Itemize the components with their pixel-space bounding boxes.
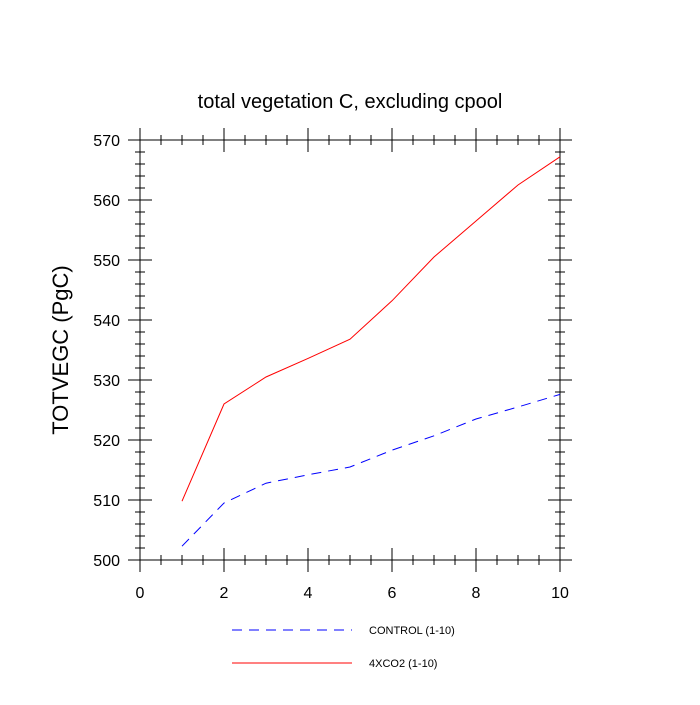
x-tick-label: 4: [304, 585, 313, 602]
x-tick-label: 6: [388, 585, 397, 602]
chart-title: total vegetation C, excluding cpool: [198, 91, 503, 113]
y-tick-label: 550: [93, 253, 120, 270]
x-tick-label: 0: [136, 585, 145, 602]
y-tick-label: 530: [93, 373, 120, 390]
legend-label-1: CONTROL (1-10): [369, 625, 455, 637]
series-line-1: [181, 393, 561, 547]
y-axis-label: TOTVEGC (PgC): [48, 265, 73, 435]
y-tick-label: 560: [93, 193, 120, 210]
y-tick-label: 500: [93, 553, 120, 570]
series-line-2: [181, 156, 561, 502]
y-tick-label: 570: [93, 133, 120, 150]
legend: CONTROL (1-10) 4XCO2 (1-10): [232, 625, 455, 670]
tick-labels: 0 2 4 6 8 10 500 510 520 530 540 550 560 570: [93, 133, 569, 602]
x-tick-label: 10: [551, 585, 569, 602]
y-tick-label: 520: [93, 433, 120, 450]
series-lines: [181, 156, 561, 547]
x-tick-label: 2: [220, 585, 229, 602]
legend-label-2: 4XCO2 (1-10): [369, 658, 437, 670]
x-tick-label: 8: [472, 585, 481, 602]
y-tick-label: 510: [93, 493, 120, 510]
axis-ticks: [128, 128, 572, 572]
y-tick-label: 540: [93, 313, 120, 330]
